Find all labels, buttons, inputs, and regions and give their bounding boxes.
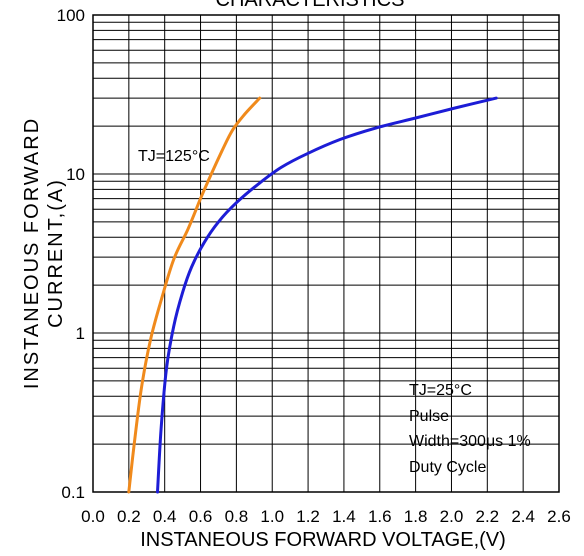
y-tick-label: 100 — [57, 6, 85, 25]
x-tick-label: 0.0 — [81, 507, 105, 526]
x-tick-label: 0.6 — [189, 507, 213, 526]
series-line-tj25 — [156, 96, 498, 494]
tick-labels: 0.0 0.2 0.4 0.6 0.8 1.0 1.2 1.4 1.6 1.8 2.0 2.2 2.4 2… — [57, 6, 571, 526]
y-tick-label: 10 — [66, 165, 85, 184]
y-tick-label: 1 — [76, 324, 85, 343]
label-tj25: TJ=25°C — [409, 382, 472, 399]
x-tick-label: 1.8 — [404, 507, 428, 526]
label-duty-cycle: Duty Cycle — [409, 459, 486, 476]
x-tick-label: 2.0 — [440, 507, 464, 526]
label-width: Width=300μs 1% — [409, 433, 531, 450]
series-lines — [127, 96, 498, 494]
label-tj125: TJ=125°C — [138, 148, 210, 165]
x-tick-label: 0.2 — [117, 507, 141, 526]
y-tick-label: 0.1 — [61, 483, 85, 502]
x-tick-label: 2.2 — [475, 507, 499, 526]
x-tick-label: 1.2 — [296, 507, 320, 526]
plot-frame — [92, 14, 560, 493]
chart-title: CHARACTERISTICS — [216, 0, 405, 11]
x-tick-label: 1.0 — [260, 507, 284, 526]
x-tick-label: 2.6 — [547, 507, 571, 526]
x-tick-label: 2.4 — [511, 507, 535, 526]
label-pulse: Pulse — [409, 408, 449, 425]
series-line-tj125 — [127, 96, 262, 494]
y-axis-title-line1: INSTANEOUS FORWARD — [21, 117, 43, 389]
x-tick-label: 1.4 — [332, 507, 356, 526]
y-axis-title-line2: CURRENT,(A) — [45, 178, 67, 328]
x-axis-title: INSTANEOUS FORWARD VOLTAGE,(V) — [140, 529, 506, 551]
x-tick-label: 1.6 — [368, 507, 392, 526]
x-tick-label: 0.4 — [153, 507, 177, 526]
x-tick-label: 0.8 — [225, 507, 249, 526]
